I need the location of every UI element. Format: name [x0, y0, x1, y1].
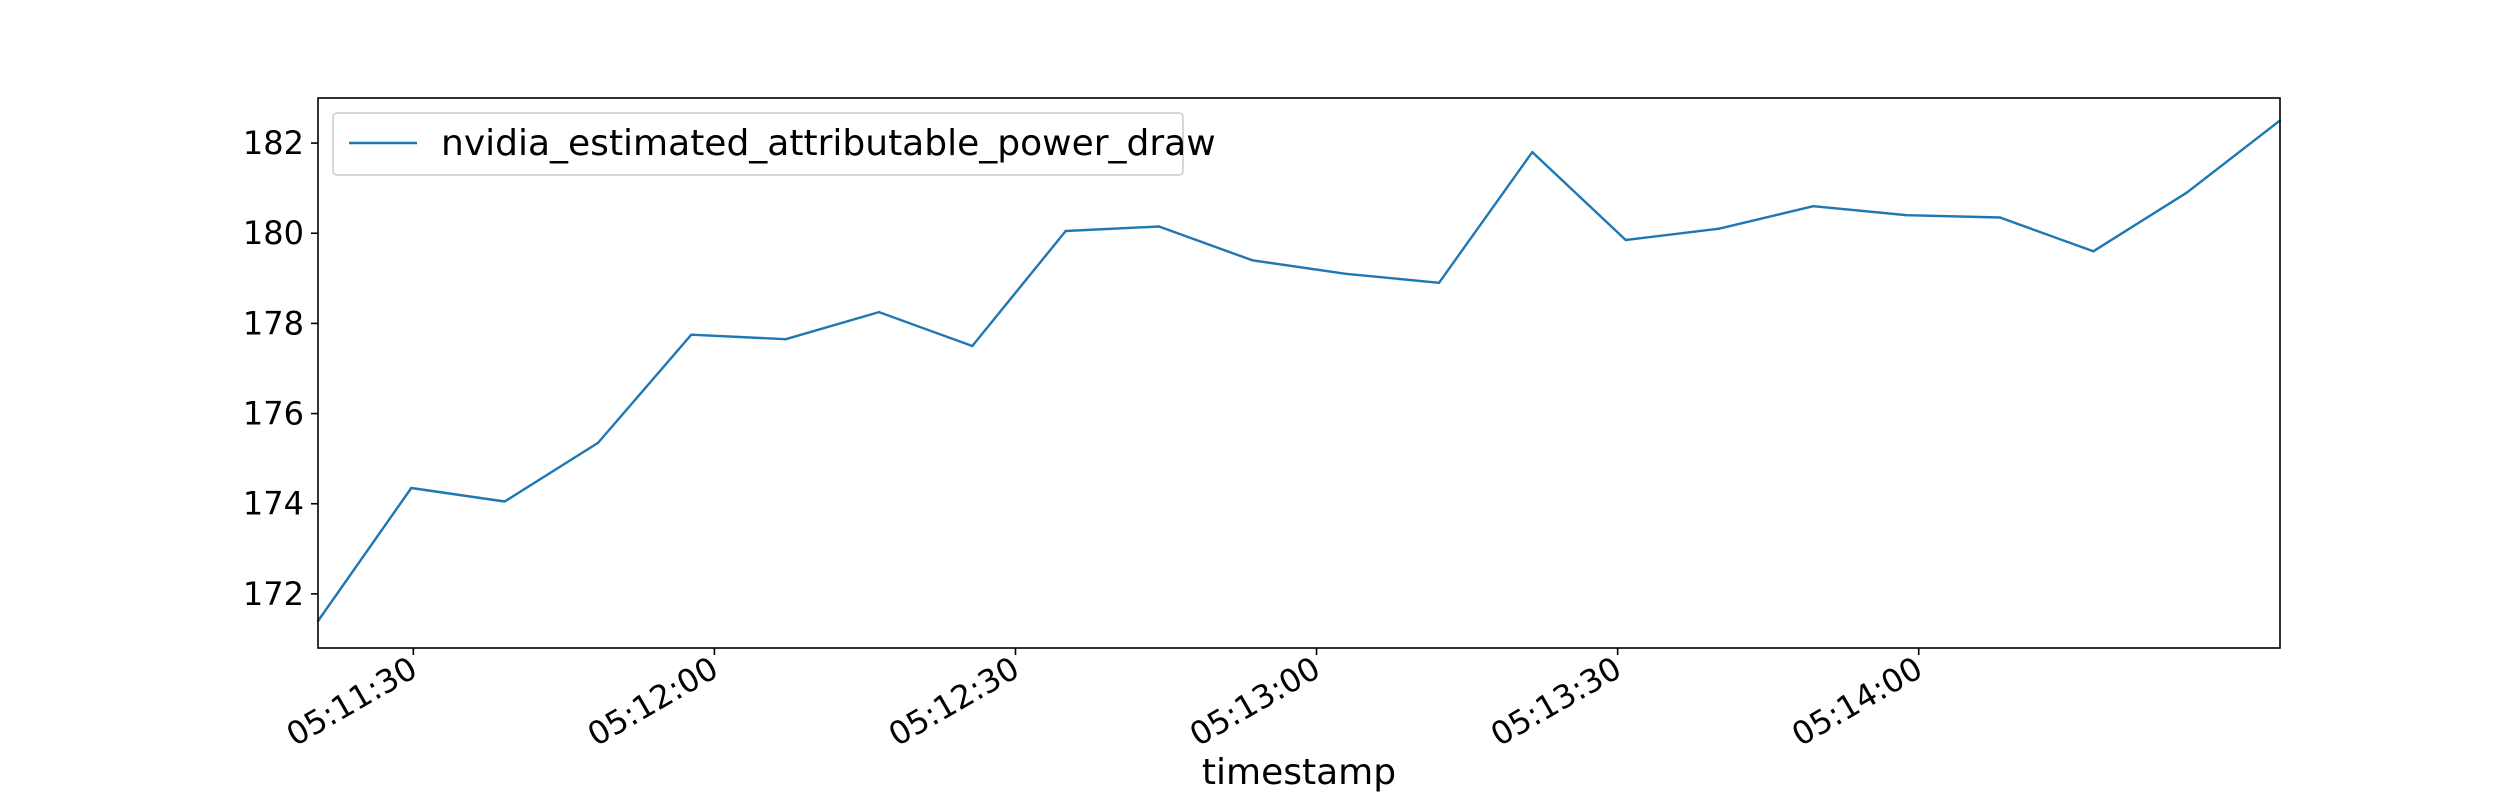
data-point [1531, 150, 1534, 154]
data-point [1905, 214, 1908, 217]
x-tick-label: 05:12:30 [882, 649, 1025, 754]
data-point [784, 337, 787, 341]
x-tick-label: 05:13:30 [1484, 649, 1627, 754]
data-point [2092, 250, 2095, 253]
data-point [410, 486, 413, 490]
legend: nvidia_estimated_attributable_power_draw [332, 112, 1216, 176]
data-point [877, 310, 881, 314]
data-point [1998, 216, 2002, 219]
x-axis-label: timestamp [1202, 752, 1396, 793]
y-tick-label: 172 [243, 575, 304, 613]
data-point [1812, 204, 1815, 208]
data-point [1064, 229, 1067, 233]
series-line [317, 119, 2281, 622]
legend-box [332, 112, 1184, 176]
y-axis: 172 174 176 178 180 182 [243, 124, 318, 613]
data-point [1624, 238, 1627, 242]
data-point [1157, 225, 1161, 228]
plot-frame [317, 97, 2281, 649]
data-point [1344, 272, 1347, 276]
x-tick-label: 05:13:00 [1183, 649, 1326, 754]
y-tick-label: 174 [243, 485, 304, 523]
data-point [2185, 191, 2188, 194]
data-point [1251, 259, 1254, 262]
data-point [690, 333, 693, 336]
x-tick-label: 05:12:00 [581, 649, 724, 754]
y-tick-label: 180 [243, 214, 304, 252]
y-tick-label: 176 [243, 395, 304, 433]
data-point [1717, 227, 1721, 230]
plot-area [318, 98, 2280, 648]
x-tick-label: 05:11:30 [280, 649, 423, 754]
data-point [596, 441, 600, 445]
data-point [1437, 281, 1441, 285]
data-point [971, 344, 974, 348]
data-point [503, 500, 506, 503]
y-tick-label: 182 [243, 124, 304, 162]
x-axis: 05:11:30 05:12:00 05:12:30 05:13:00 05:13:30… [280, 648, 1929, 754]
y-tick-label: 178 [243, 304, 304, 342]
x-tick-label: 05:14:00 [1785, 649, 1928, 754]
legend-label: nvidia_estimated_attributable_power_draw [441, 123, 1216, 164]
